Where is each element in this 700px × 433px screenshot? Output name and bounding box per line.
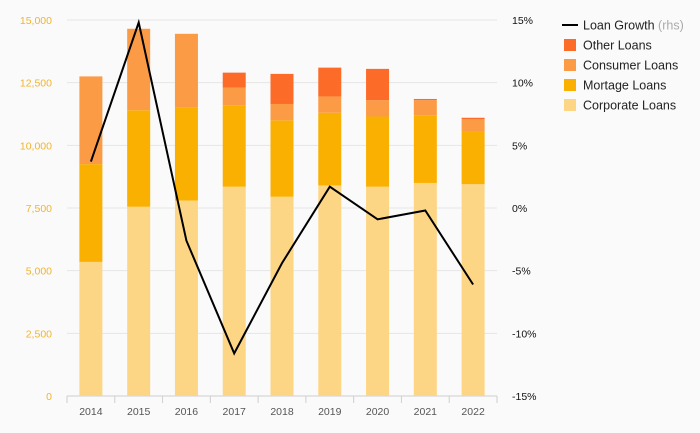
bar-corporate-loans <box>222 186 246 396</box>
y-right-tick-label: -10% <box>512 328 537 340</box>
bar-other-loans <box>413 98 437 101</box>
bar-consumer-loans <box>127 28 151 111</box>
bar-other-loans <box>270 73 294 104</box>
y-left-tick-label: 5,000 <box>26 266 52 278</box>
bar-mortage-loans <box>270 120 294 197</box>
bar-consumer-loans <box>413 100 437 116</box>
bar-mortage-loans <box>222 105 246 187</box>
x-tick-label: 2018 <box>270 406 294 418</box>
bar-other-loans <box>222 72 246 88</box>
legend-label: Other Loans <box>583 39 652 53</box>
legend-item: Other Loans <box>564 39 652 53</box>
legend-label: Consumer Loans <box>583 59 678 73</box>
bar-mortage-loans <box>461 131 485 185</box>
x-tick-label: 2021 <box>414 406 438 418</box>
bar-consumer-loans <box>270 103 294 121</box>
x-tick-label: 2014 <box>79 406 103 418</box>
bar-other-loans <box>461 117 485 120</box>
bar-other-loans <box>366 68 390 101</box>
y-left-tick-label: 0 <box>46 391 52 403</box>
legend-item: Corporate Loans <box>564 99 676 113</box>
bar-mortage-loans <box>127 110 151 207</box>
y-right-tick-label: 15% <box>512 15 533 27</box>
legend-swatch <box>564 99 576 111</box>
legend-swatch <box>564 59 576 71</box>
y-right-tick-label: -5% <box>512 266 531 278</box>
bar-corporate-loans <box>461 184 485 396</box>
x-axis: 2014 2015 2016 2017 2018 2019 2020 2021 2022 <box>66 396 498 418</box>
bar-mortage-loans <box>318 112 342 186</box>
y-axis-left: 0 2,500 5,000 7,500 10,000 12,500 15,000 <box>20 15 52 403</box>
bar-corporate-loans <box>174 200 198 396</box>
bar-consumer-loans <box>318 96 342 113</box>
y-right-tick-label: -15% <box>512 391 537 403</box>
y-left-tick-label: 7,500 <box>26 203 52 215</box>
bar-consumer-loans <box>79 76 103 165</box>
bar-mortage-loans <box>174 107 198 201</box>
y-right-tick-label: 10% <box>512 78 533 90</box>
legend-swatch <box>564 79 576 91</box>
x-tick-label: 2019 <box>318 406 342 418</box>
bar-corporate-loans <box>270 196 294 396</box>
bar-consumer-loans <box>366 100 390 117</box>
legend-label-suffix: (rhs) <box>658 19 684 33</box>
x-tick-label: 2022 <box>461 406 485 418</box>
x-tick-label: 2016 <box>175 406 199 418</box>
x-tick-label: 2015 <box>127 406 151 418</box>
y-left-tick-label: 12,500 <box>20 78 52 90</box>
y-right-tick-label: 0% <box>512 203 527 215</box>
y-left-tick-label: 10,000 <box>20 140 52 152</box>
bars-group <box>79 28 485 396</box>
bar-mortage-loans <box>413 115 437 183</box>
y-axis-right: -15% -10% -5% 0% 5% 10% 15% <box>512 15 537 403</box>
legend-label: Loan Growth (rhs) <box>583 19 684 33</box>
bar-other-loans <box>318 67 342 97</box>
bar-consumer-loans <box>174 33 198 108</box>
legend: Loan Growth (rhs) Other Loans Consumer Loa… <box>562 19 684 113</box>
bar-corporate-loans <box>79 261 103 396</box>
legend-item: Loan Growth (rhs) <box>562 19 684 33</box>
x-tick-label: 2020 <box>366 406 390 418</box>
y-left-tick-label: 15,000 <box>20 15 52 27</box>
bar-corporate-loans <box>127 206 151 396</box>
legend-item: Mortage Loans <box>564 79 666 93</box>
bar-mortage-loans <box>366 116 390 187</box>
legend-item: Consumer Loans <box>564 59 678 73</box>
bar-consumer-loans <box>461 119 485 132</box>
legend-label: Mortage Loans <box>583 79 666 93</box>
bar-mortage-loans <box>79 164 103 262</box>
legend-label: Corporate Loans <box>583 99 676 113</box>
bar-corporate-loans <box>366 186 390 396</box>
legend-swatch <box>564 39 576 51</box>
x-tick-label: 2017 <box>223 406 247 418</box>
loan-growth-line <box>89 18 474 356</box>
y-right-tick-label: 5% <box>512 140 527 152</box>
y-left-tick-label: 2,500 <box>26 328 52 340</box>
bar-consumer-loans <box>222 87 246 106</box>
bar-corporate-loans <box>413 182 437 396</box>
bar-corporate-loans <box>318 185 342 396</box>
loan-growth-layer <box>89 18 474 356</box>
